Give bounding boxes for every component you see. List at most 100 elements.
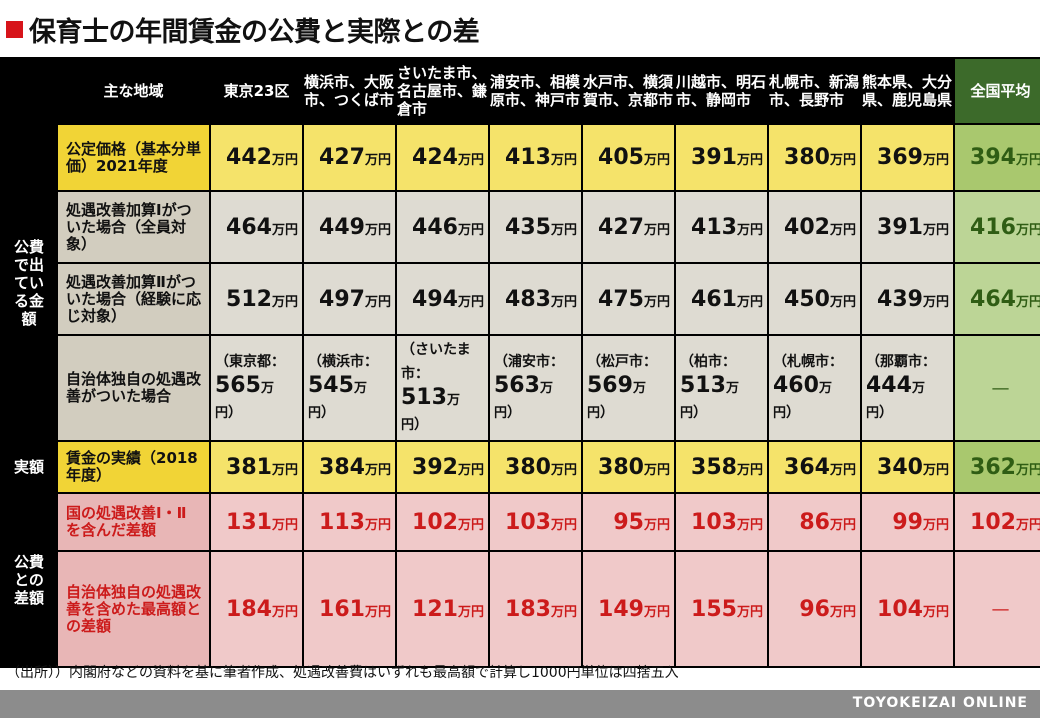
value-cell: 427万円 xyxy=(581,190,676,264)
value-unit: 万円 xyxy=(587,381,646,421)
value-unit: 万円 xyxy=(866,381,925,421)
value-cell: 405万円 xyxy=(581,123,676,192)
value-cell: 86万円 xyxy=(767,492,862,552)
close-paren: ） xyxy=(693,405,708,421)
local-place: （柏市： xyxy=(680,354,736,370)
value-cell: 380万円 xyxy=(581,440,676,494)
value-number: 369 xyxy=(877,145,923,170)
value-unit: 万円 xyxy=(215,381,274,421)
value-cell: （横浜市： 545万円） xyxy=(302,334,397,442)
value-unit: 万円 xyxy=(308,381,367,421)
value-cell: 416万円 xyxy=(953,190,1040,264)
row-label: 公定価格（基本分単価）2021年度 xyxy=(56,123,211,192)
value-number: 104 xyxy=(877,596,923,622)
value-number: 380 xyxy=(784,145,830,170)
value-number: 435 xyxy=(505,214,551,240)
value-unit: 万円 xyxy=(643,294,670,310)
close-paren: ） xyxy=(507,405,522,421)
col-header: さいたま市、名古屋市、鎌倉市 xyxy=(395,57,490,125)
page-title: 保育士の年間賃金の公費と実際との差 xyxy=(29,16,480,48)
value-number: 461 xyxy=(691,286,737,312)
section-diff: 公費との差額 xyxy=(0,492,58,668)
value-cell: 362万円 xyxy=(953,440,1040,494)
value-unit: 万円 xyxy=(457,294,484,310)
header-row: 主な地域 東京23区 横浜市、大阪市、つくば市 さいたま市、名古屋市、鎌倉市 浦… xyxy=(0,57,1040,125)
close-paren: ） xyxy=(879,405,894,421)
value-unit: 万円 xyxy=(271,153,298,168)
value-cell: （柏市： 513万円） xyxy=(674,334,769,442)
value-unit: 万円 xyxy=(550,604,577,620)
value-cell: 121万円 xyxy=(395,550,490,668)
value-cell: 369万円 xyxy=(860,123,955,192)
value-unit: 万円 xyxy=(773,381,832,421)
col-header: 浦安市、相模原市、神戸市 xyxy=(488,57,583,125)
value-number: 424 xyxy=(412,145,458,170)
value-number: 391 xyxy=(877,214,923,240)
value-number: 402 xyxy=(784,214,830,240)
value-number: 405 xyxy=(598,145,644,170)
value-unit: 万円 xyxy=(736,294,763,310)
value-unit: 万円 xyxy=(271,462,298,478)
value-unit: 万円 xyxy=(643,153,670,168)
value-unit: 万円 xyxy=(550,517,577,533)
value-cell: 475万円 xyxy=(581,262,676,336)
col-header: 川越市、明石市、静岡市 xyxy=(674,57,769,125)
value-cell: 427万円 xyxy=(302,123,397,192)
footer-bar: TOYOKEIZAI ONLINE xyxy=(0,690,1040,718)
value-unit: 万円 xyxy=(457,153,484,168)
value-cell: 450万円 xyxy=(767,262,862,336)
value-cell: 391万円 xyxy=(860,190,955,264)
value-number: 103 xyxy=(691,509,737,535)
value-unit: 万円 xyxy=(922,153,949,168)
value-unit: 万円 xyxy=(922,462,949,478)
value-number: 103 xyxy=(505,509,551,535)
value-unit: 万円 xyxy=(457,604,484,620)
value-unit: 万円 xyxy=(364,604,391,620)
value-unit: 万円 xyxy=(736,462,763,478)
local-place: （横浜市： xyxy=(308,354,378,370)
value-cell-empty: — xyxy=(953,550,1040,668)
value-number: 413 xyxy=(691,214,737,240)
value-cell: 413万円 xyxy=(488,123,583,192)
value-number: 460 xyxy=(773,373,819,398)
title-bar: 保育士の年間賃金の公費と実際との差 xyxy=(6,6,480,52)
value-cell: 394万円 xyxy=(953,123,1040,192)
value-number: 149 xyxy=(598,596,644,622)
row-label: 賃金の実績（2018年度） xyxy=(56,440,211,494)
value-number: 416 xyxy=(970,214,1016,240)
value-unit: 万円 xyxy=(364,222,391,238)
table-row: 自治体独自の処遇改善がついた場合 （東京都： 565万円） （横浜市： 545万円）（… xyxy=(1,334,1040,442)
value-number: 95 xyxy=(613,509,644,535)
table-row: 処遇改善加算Ⅱがついた場合（経験に応じ対象） 512万円 497万円 494万円 48… xyxy=(1,262,1040,336)
table-row: 公費で出ている金額 公定価格（基本分単価）2021年度 442万円 427万円 42… xyxy=(0,123,1040,442)
value-cell: 113万円 xyxy=(302,492,397,552)
value-unit: 万円 xyxy=(643,222,670,238)
value-unit: 万円 xyxy=(680,381,739,421)
value-unit: 万円 xyxy=(1015,462,1040,478)
value-unit: 万円 xyxy=(829,517,856,533)
value-cell-empty: — xyxy=(953,334,1040,442)
value-cell: 449万円 xyxy=(302,190,397,264)
value-cell: 161万円 xyxy=(302,550,397,668)
value-number: 497 xyxy=(319,286,365,312)
value-cell: 381万円 xyxy=(209,440,304,494)
value-number: 475 xyxy=(598,286,644,312)
col-header: 水戸市、横須賀市、京都市 xyxy=(581,57,676,125)
value-number: 446 xyxy=(412,214,458,240)
value-cell: 184万円 xyxy=(209,550,304,668)
value-cell: 380万円 xyxy=(488,440,583,494)
value-cell: 424万円 xyxy=(395,123,490,192)
value-unit: 万円 xyxy=(364,153,391,168)
table-row: 公費との差額 国の処遇改善Ⅰ・Ⅱを含んだ差額 131万円 113万円 102万円 10… xyxy=(0,492,1040,668)
value-unit: 万円 xyxy=(922,517,949,533)
value-number: 513 xyxy=(401,385,447,410)
row-label: 処遇改善加算Ⅰがついた場合（全員対象） xyxy=(56,190,211,264)
value-number: 413 xyxy=(505,145,551,170)
value-cell: 364万円 xyxy=(767,440,862,494)
value-number: 483 xyxy=(505,286,551,312)
value-cell: 464万円 xyxy=(209,190,304,264)
value-cell: 464万円 xyxy=(953,262,1040,336)
value-unit: 万円 xyxy=(643,517,670,533)
value-unit: 万円 xyxy=(550,462,577,478)
value-cell: 380万円 xyxy=(767,123,862,192)
